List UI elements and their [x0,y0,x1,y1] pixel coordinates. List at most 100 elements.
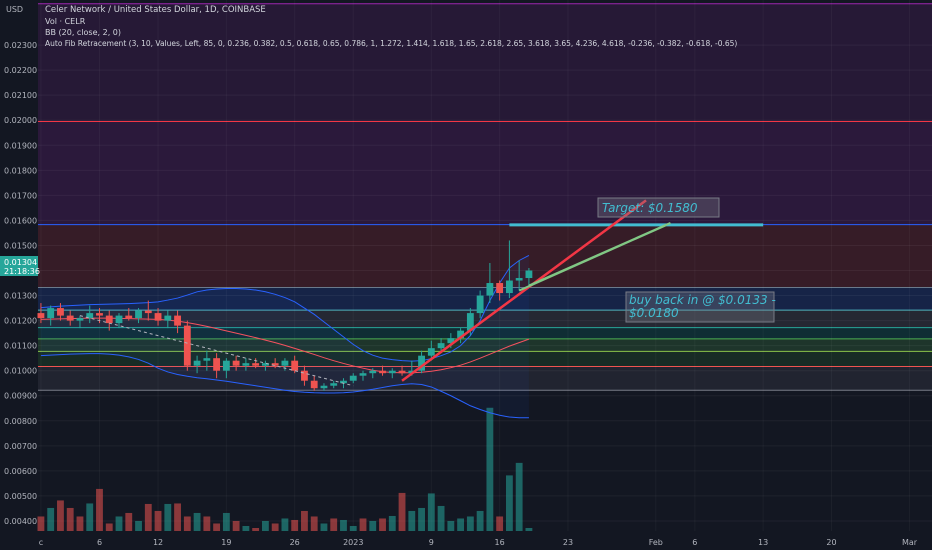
volume-bar [515,462,523,531]
volume-bar [232,520,240,531]
candle-body [496,283,504,294]
volume-bar [183,516,191,531]
volume-bar [144,503,152,531]
volume-bar [105,523,113,531]
volume-bar [437,505,445,531]
drawings-layer[interactable] [79,199,764,387]
candle-body [66,315,74,321]
volume-bar [398,492,406,531]
y-axis-tick-label: 0.01300 [4,292,37,301]
candle-body [47,308,55,319]
fib-zone [38,327,932,339]
candle-body [105,315,113,324]
volume-bar [457,518,465,531]
fib-zone [38,224,932,288]
volume-bar [115,516,123,531]
volume-bar [486,407,494,531]
fib-zone [38,287,932,311]
volume-bar [330,518,338,531]
y-axis-tick-label: 0.00600 [4,467,37,476]
candle-body [261,363,269,366]
volume-bar [271,523,279,531]
volume-bar [96,488,103,531]
bb-lower-line [40,353,529,419]
buyback-annotation-line2: $0.0180 [629,306,679,320]
y-axis-tick-label: 0.01200 [4,317,37,326]
candle-body [144,310,152,314]
fib-zone [38,366,932,391]
volume-bar [76,516,84,531]
candle-body [379,370,386,374]
x-axis-tick-label: 20 [826,538,836,547]
candle-body [232,360,240,366]
candle-body [115,315,123,324]
x-axis-tick-label: Mar [902,538,918,547]
candle-body [349,375,357,381]
x-axis-tick-label: 6 [97,538,102,547]
y-axis-tick-label: 0.01700 [4,191,37,200]
candle-body [281,360,289,366]
buyback-annotation-box[interactable] [625,291,775,323]
candle-body [291,360,299,371]
candle-body [330,383,338,386]
candle-body [213,358,221,371]
x-axis-tick-label: c [39,538,43,547]
candle-body [476,295,484,314]
candle-body [340,380,347,384]
volume-bars [37,407,533,531]
green-trend-arrow-lower [528,222,671,287]
candle-body [486,283,494,296]
candle-body [515,278,523,281]
symbol-title[interactable]: Celer Network / United States Dollar, 1D… [45,5,266,15]
dashed-trend-line [79,315,354,387]
candle-body [252,363,260,366]
volume-bar [379,518,386,531]
candle-body [96,313,103,316]
y-axis-tick-label: 0.01800 [4,166,37,175]
candle-body [57,308,64,316]
volume-legend[interactable]: Vol · CELR [45,17,86,26]
candle-body [369,370,377,374]
target-annotation-text: Target: $0.1580 [602,201,698,215]
x-axis-tick-label: 12 [153,538,163,547]
y-axis-tick-label: 0.02300 [4,41,37,50]
volume-bar [164,503,172,531]
volume-bar [496,516,504,531]
volume-bar [291,519,299,531]
fib-legend[interactable]: Auto Fib Retracement (3, 10, Values, Lef… [45,39,737,48]
volume-bar [427,493,435,531]
volume-bar [447,520,455,531]
volume-bar [37,516,45,531]
volume-bar [261,520,269,531]
y-axis-tick-label: 0.01000 [4,367,37,376]
x-axis-tick-label: 13 [758,538,768,547]
target-annotation-box[interactable] [597,197,720,218]
candle-body [154,313,162,321]
x-axis-tick-label: 19 [221,538,231,547]
x-axis-tick-label: 9 [429,538,434,547]
bb-legend[interactable]: BB (20, close, 2, 0) [45,28,121,37]
x-axis-tick-label: 26 [290,538,300,547]
volume-bar [418,507,425,531]
candle-body [310,380,318,389]
volume-bar [281,518,289,531]
candle-body [135,310,142,319]
candle-body [398,370,406,374]
candle-body [203,358,211,361]
x-axis-tick-label: 2023 [343,538,363,547]
x-axis-tick-label: Feb [649,538,663,547]
candle-body [37,313,45,319]
candle-body [457,330,465,339]
candle-body [427,348,435,356]
fib-zone [38,338,932,352]
volume-bar [222,512,230,531]
y-axis-tick-label: 0.00400 [4,517,37,526]
candle-body [447,338,455,344]
y-axis-tick-label: 0.02000 [4,116,37,125]
y-axis-tick-label: 0.01500 [4,241,37,250]
volume-bar [66,507,74,531]
candle-body [174,315,181,326]
volume-bar [388,515,396,531]
